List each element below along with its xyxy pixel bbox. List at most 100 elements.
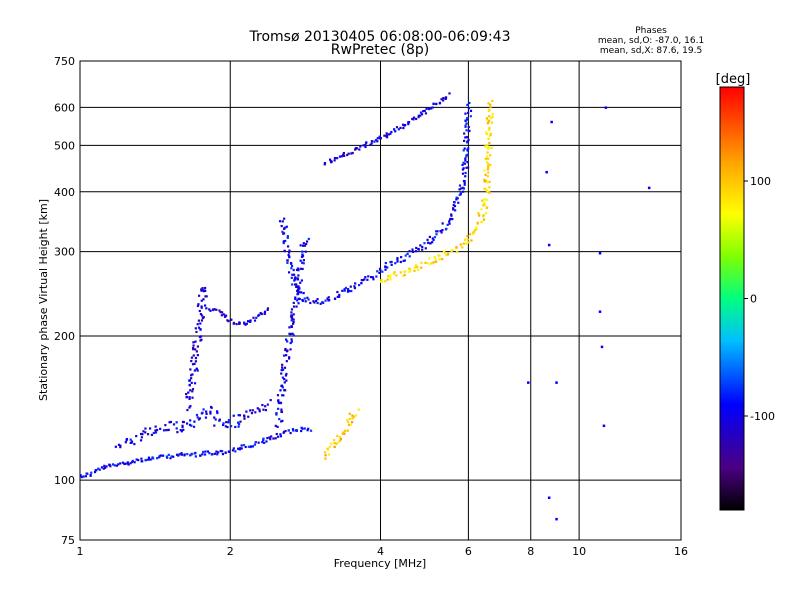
data-point (103, 466, 107, 470)
data-point (336, 434, 339, 438)
data-point (343, 429, 347, 432)
data-point (467, 138, 470, 142)
data-point (393, 128, 396, 131)
data-point (430, 107, 433, 110)
data-point (333, 445, 336, 449)
data-point (424, 261, 427, 264)
data-point (194, 356, 198, 360)
data-point (223, 315, 227, 318)
data-point (490, 146, 493, 149)
data-point (119, 462, 122, 465)
data-point (205, 295, 208, 298)
data-point (348, 412, 351, 415)
data-point (452, 204, 455, 207)
data-point (129, 438, 132, 441)
data-point (274, 424, 277, 427)
data-point (463, 183, 466, 186)
data-point (486, 143, 489, 147)
data-point (148, 427, 152, 430)
data-point (483, 201, 486, 205)
data-point (129, 462, 132, 465)
data-point (266, 307, 270, 310)
data-point (486, 155, 489, 158)
data-point (450, 249, 453, 253)
data-point (446, 223, 449, 226)
data-point (326, 448, 330, 451)
data-point (336, 290, 339, 294)
data-point (340, 155, 343, 158)
data-point (367, 275, 370, 278)
y-tick-label: 300 (54, 246, 75, 259)
data-point (280, 384, 283, 388)
data-point (431, 106, 434, 109)
data-point (201, 411, 204, 414)
data-point (206, 450, 210, 453)
data-point (281, 419, 284, 423)
data-point (89, 473, 92, 477)
data-point (188, 406, 191, 409)
data-point (287, 271, 291, 274)
data-point (227, 419, 231, 422)
data-point (487, 128, 490, 131)
data-point (230, 425, 233, 428)
data-point (297, 302, 300, 305)
data-point (234, 450, 237, 453)
data-point (302, 259, 306, 262)
data-point (417, 247, 420, 251)
data-point (94, 469, 97, 472)
data-point (393, 271, 396, 274)
data-point (100, 466, 104, 469)
data-point (402, 259, 405, 263)
data-point (397, 128, 400, 131)
data-point (467, 147, 470, 150)
data-point (389, 260, 392, 264)
data-point (346, 289, 350, 292)
data-point (219, 311, 222, 314)
data-point (222, 313, 225, 316)
data-point (280, 372, 283, 375)
data-point (349, 285, 352, 288)
data-point (232, 321, 236, 325)
data-point (202, 408, 205, 411)
data-point (441, 222, 444, 225)
data-point (133, 461, 136, 464)
data-point (237, 414, 240, 417)
data-point (297, 274, 300, 277)
data-point (466, 234, 469, 238)
data-point (387, 275, 390, 278)
data-point (443, 251, 447, 254)
data-point (299, 281, 302, 284)
data-point (476, 221, 479, 224)
data-point (448, 92, 451, 95)
data-point (277, 399, 280, 402)
data-point (188, 383, 191, 387)
data-point (433, 256, 436, 259)
data-point (432, 261, 435, 264)
data-point (192, 344, 195, 347)
data-point (291, 428, 295, 431)
data-point (202, 289, 205, 292)
data-point (227, 450, 230, 453)
data-point (348, 417, 351, 421)
data-point (358, 148, 361, 151)
data-point (446, 253, 450, 256)
data-point (483, 203, 486, 207)
data-point (192, 348, 195, 351)
data-point (491, 113, 494, 116)
data-point (464, 125, 467, 128)
data-point (346, 429, 350, 432)
data-point (289, 341, 292, 345)
data-point (249, 409, 252, 412)
data-point (286, 245, 290, 248)
data-point (434, 258, 437, 261)
data-point (203, 286, 207, 290)
data-point (486, 157, 490, 160)
data-point (370, 140, 373, 143)
data-point (111, 463, 115, 466)
data-point (442, 99, 445, 102)
data-point (297, 285, 300, 288)
data-point (425, 107, 428, 110)
data-point (360, 282, 363, 285)
data-point (372, 278, 375, 281)
